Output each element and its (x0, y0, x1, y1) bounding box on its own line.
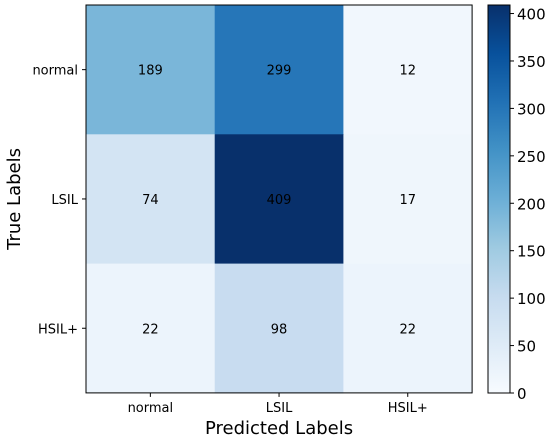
heatmap-cell (214, 5, 344, 135)
x-axis-label: Predicted Labels (205, 418, 353, 439)
x-tick-label: LSIL (266, 401, 293, 416)
colorbar-tick-label: 100 (517, 290, 546, 308)
cell-value-label: 17 (399, 193, 416, 208)
heatmap-cell (86, 263, 216, 394)
colorbar-tick-label: 150 (517, 243, 546, 261)
cell-value-label: 409 (267, 193, 292, 208)
heatmap-cell (86, 134, 216, 265)
heatmap-cell (214, 263, 344, 394)
heatmap-cell (343, 263, 473, 394)
colorbar-tick-label: 0 (517, 385, 527, 403)
y-axis-label: True Labels (4, 148, 25, 251)
y-tick-label: HSIL+ (38, 322, 78, 337)
cell-value-label: 12 (399, 64, 416, 79)
cell-value-label: 74 (142, 193, 159, 208)
x-tick-label: normal (128, 401, 174, 416)
cell-value-label: 299 (267, 64, 292, 79)
y-tick-label: normal (32, 64, 78, 79)
heatmap-cell (343, 134, 473, 265)
colorbar-tick-label: 200 (517, 195, 546, 213)
heatmap-cell (214, 134, 344, 265)
cell-value-label: 22 (399, 322, 416, 337)
colorbar-ticks: 0 50 100 150 200 250 300 350 400 (510, 6, 546, 403)
cell-value-label: 98 (271, 322, 288, 337)
cell-value-label: 22 (142, 322, 159, 337)
colorbar-tick-label: 400 (517, 6, 546, 24)
x-tick-label: HSIL+ (388, 401, 428, 416)
colorbar (487, 4, 511, 394)
y-tick-label: LSIL (51, 193, 78, 208)
heatmap-cell (86, 5, 216, 135)
colorbar-tick-label: 350 (517, 53, 546, 71)
cell-value-label: 189 (138, 64, 163, 79)
colorbar-tick-label: 50 (517, 338, 536, 356)
heatmap-cell (343, 5, 473, 135)
heatmap-cells: 189 299 12 74 409 17 22 98 22 (86, 5, 473, 394)
colorbar-tick-label: 300 (517, 100, 546, 118)
colorbar-tick-label: 250 (517, 148, 546, 166)
axis-ticks: normal LSIL HSIL+ normal LSIL HSIL+ (32, 64, 427, 416)
